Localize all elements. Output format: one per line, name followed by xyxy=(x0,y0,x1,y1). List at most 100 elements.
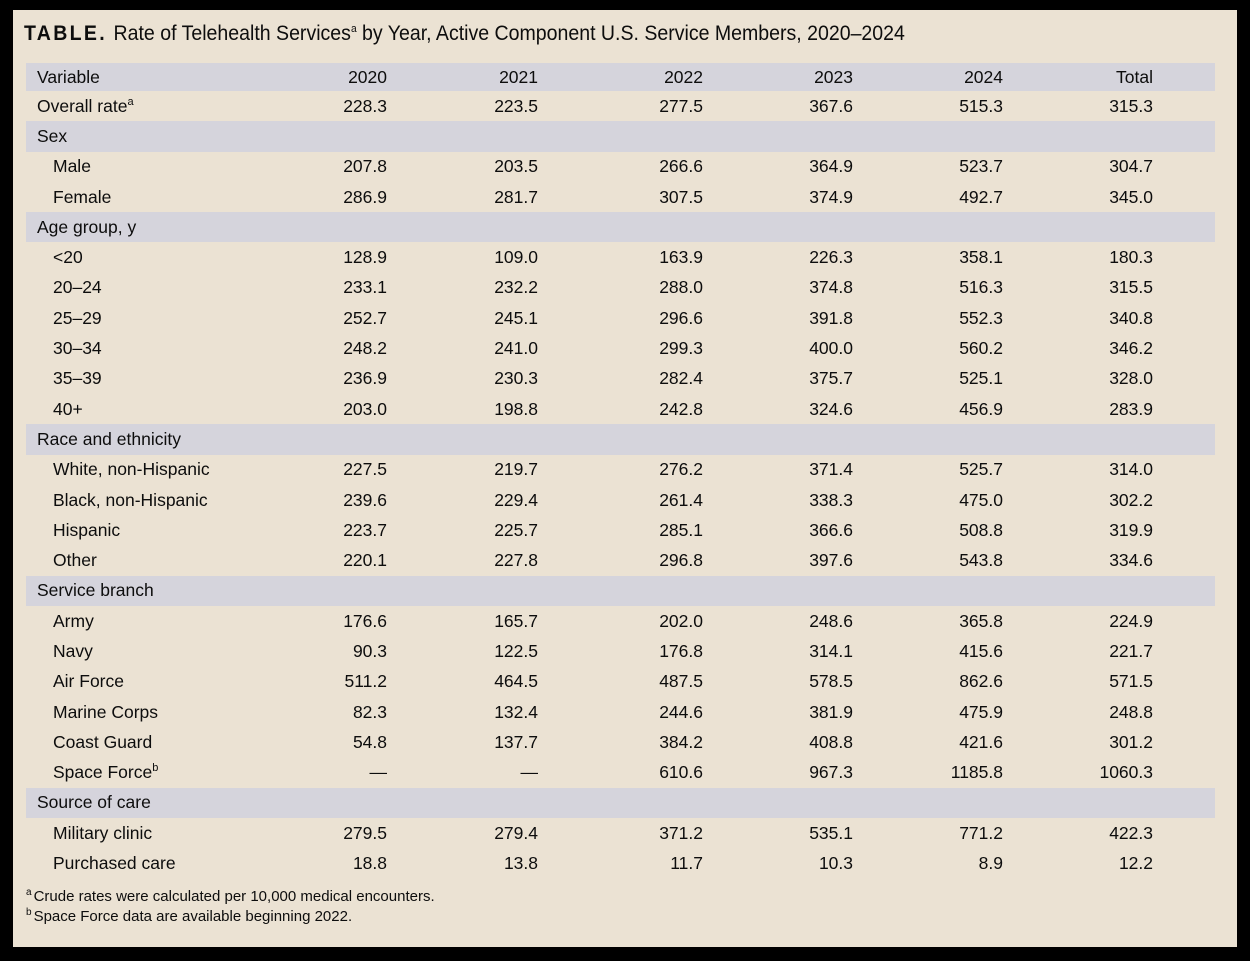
value-cell: 381.9 xyxy=(809,701,853,722)
value-cell: 132.4 xyxy=(494,701,538,722)
value-cell: 180.3 xyxy=(1109,247,1153,268)
table-row: Space Forceb — — 610.6 967.3 1185.8 1060.3 xyxy=(26,758,1215,788)
section-row: Service branch xyxy=(26,575,1215,607)
value-cell: 11.7 xyxy=(670,853,703,874)
value-cell: 307.5 xyxy=(659,186,703,207)
row-label: Navy xyxy=(53,640,93,661)
value-cell: 487.5 xyxy=(659,671,703,692)
value-cell: 571.5 xyxy=(1109,671,1153,692)
value-cell: 82.3 xyxy=(352,701,387,722)
column-header-2024: 2024 xyxy=(964,66,1003,87)
value-cell: 279.5 xyxy=(343,822,387,843)
section-label: Service branch xyxy=(37,580,154,601)
value-cell: 245.1 xyxy=(494,307,538,328)
value-cell: 371.4 xyxy=(809,459,853,480)
value-cell: 523.7 xyxy=(959,156,1003,177)
value-cell: 560.2 xyxy=(959,338,1003,359)
value-cell: 223.7 xyxy=(343,519,387,540)
value-cell: 229.4 xyxy=(494,489,538,510)
value-cell: 285.1 xyxy=(659,519,703,540)
value-cell: 475.9 xyxy=(959,701,1003,722)
table-body: Overall ratea 228.3 223.5 277.5 367.6 515.3 31… xyxy=(26,91,1215,879)
value-cell: 18.8 xyxy=(352,853,387,874)
value-cell: 515.3 xyxy=(959,95,1003,116)
value-cell: 346.2 xyxy=(1109,338,1153,359)
row-label: Other xyxy=(53,550,97,571)
value-cell: 299.3 xyxy=(659,338,703,359)
row-label: 40+ xyxy=(53,398,83,419)
row-label: Male xyxy=(53,156,91,177)
table-row: Female 286.9 281.7 307.5 374.9 492.7 345.0 xyxy=(26,182,1215,212)
value-cell: 314.1 xyxy=(809,640,853,661)
footnote-a-text: Crude rates were calculated per 10,000 m… xyxy=(33,888,435,905)
value-cell: 176.6 xyxy=(343,610,387,631)
row-label: Military clinic xyxy=(53,822,153,843)
value-cell: 315.3 xyxy=(1109,95,1153,116)
value-cell: 202.0 xyxy=(659,610,703,631)
value-cell: 283.9 xyxy=(1109,398,1153,419)
value-cell: 315.5 xyxy=(1109,277,1153,298)
table-row: Air Force 511.2 464.5 487.5 578.5 862.6 571.5 xyxy=(26,667,1215,697)
value-cell: 241.0 xyxy=(494,338,538,359)
value-cell: 408.8 xyxy=(809,731,853,752)
value-cell: 334.6 xyxy=(1109,550,1153,571)
footnote-a: a Crude rates were calculated per 10,000 … xyxy=(26,887,435,907)
value-cell: 281.7 xyxy=(494,186,538,207)
value-cell: 203.0 xyxy=(343,398,387,419)
value-cell: 345.0 xyxy=(1109,186,1153,207)
value-cell: 221.7 xyxy=(1109,640,1153,661)
value-cell: 261.4 xyxy=(659,489,703,510)
value-cell: 374.8 xyxy=(809,277,853,298)
section-label: Race and ethnicity xyxy=(37,428,181,449)
value-cell: 422.3 xyxy=(1109,822,1153,843)
value-cell: 302.2 xyxy=(1109,489,1153,510)
value-cell: 301.2 xyxy=(1109,731,1153,752)
value-cell: 165.7 xyxy=(494,610,538,631)
footnotes: a Crude rates were calculated per 10,000 … xyxy=(26,887,435,926)
value-cell: 10.3 xyxy=(818,853,853,874)
table-row: 35–39 236.9 230.3 282.4 375.7 525.1 328.0 xyxy=(26,364,1215,394)
value-cell: 242.8 xyxy=(659,398,703,419)
table-row: <20 128.9 109.0 163.9 226.3 358.1 180.3 xyxy=(26,242,1215,272)
value-cell: 304.7 xyxy=(1109,156,1153,177)
value-cell: 296.6 xyxy=(659,307,703,328)
column-header-total: Total xyxy=(1116,66,1153,87)
table-row: Overall ratea 228.3 223.5 277.5 367.6 515.3 31… xyxy=(26,91,1215,121)
table-row: White, non-Hispanic 227.5 219.7 276.2 371.4 5… xyxy=(26,455,1215,485)
value-cell: 391.8 xyxy=(809,307,853,328)
title-text-after-superscript: by Year, Active Component U.S. Service M… xyxy=(356,22,905,45)
section-row: Race and ethnicity xyxy=(26,424,1215,455)
row-label: Air Force xyxy=(53,671,124,692)
table-row: 25–29 252.7 245.1 296.6 391.8 552.3 340.8 xyxy=(26,303,1215,333)
table-row: 40+ 203.0 198.8 242.8 324.6 456.9 283.9 xyxy=(26,394,1215,424)
section-row: Age group, y xyxy=(26,212,1215,243)
value-cell: 227.8 xyxy=(494,550,538,571)
value-cell: 511.2 xyxy=(344,671,388,692)
table-row: Marine Corps 82.3 132.4 244.6 381.9 475.9 248.… xyxy=(26,697,1215,727)
value-cell: 366.6 xyxy=(809,519,853,540)
table-title: TABLE. Rate of Telehealth Servicesa by Ye… xyxy=(24,22,905,46)
value-cell: 1060.3 xyxy=(1099,762,1153,783)
column-header-2023: 2023 xyxy=(814,66,853,87)
title-superscript: a xyxy=(350,23,357,35)
value-cell: 288.0 xyxy=(659,277,703,298)
value-cell: 371.2 xyxy=(659,822,703,843)
value-cell: 464.5 xyxy=(494,671,538,692)
section-row: Sex xyxy=(26,121,1215,152)
value-cell: 277.5 xyxy=(659,95,703,116)
value-cell: 535.1 xyxy=(809,822,853,843)
section-row: Source of care xyxy=(26,787,1215,819)
value-cell: 516.3 xyxy=(959,277,1003,298)
value-cell: 163.9 xyxy=(659,247,703,268)
value-cell: 282.4 xyxy=(659,368,703,389)
value-cell: 324.6 xyxy=(809,398,853,419)
row-label: White, non-Hispanic xyxy=(53,459,210,480)
value-cell: 122.5 xyxy=(494,640,538,661)
value-cell: 227.5 xyxy=(343,459,387,480)
value-cell: 220.1 xyxy=(343,550,387,571)
footnote-a-superscript: a xyxy=(26,887,32,898)
value-cell: 252.7 xyxy=(343,307,387,328)
row-label: <20 xyxy=(53,247,83,268)
value-cell: 415.6 xyxy=(959,640,1003,661)
value-cell: 244.6 xyxy=(659,701,703,722)
